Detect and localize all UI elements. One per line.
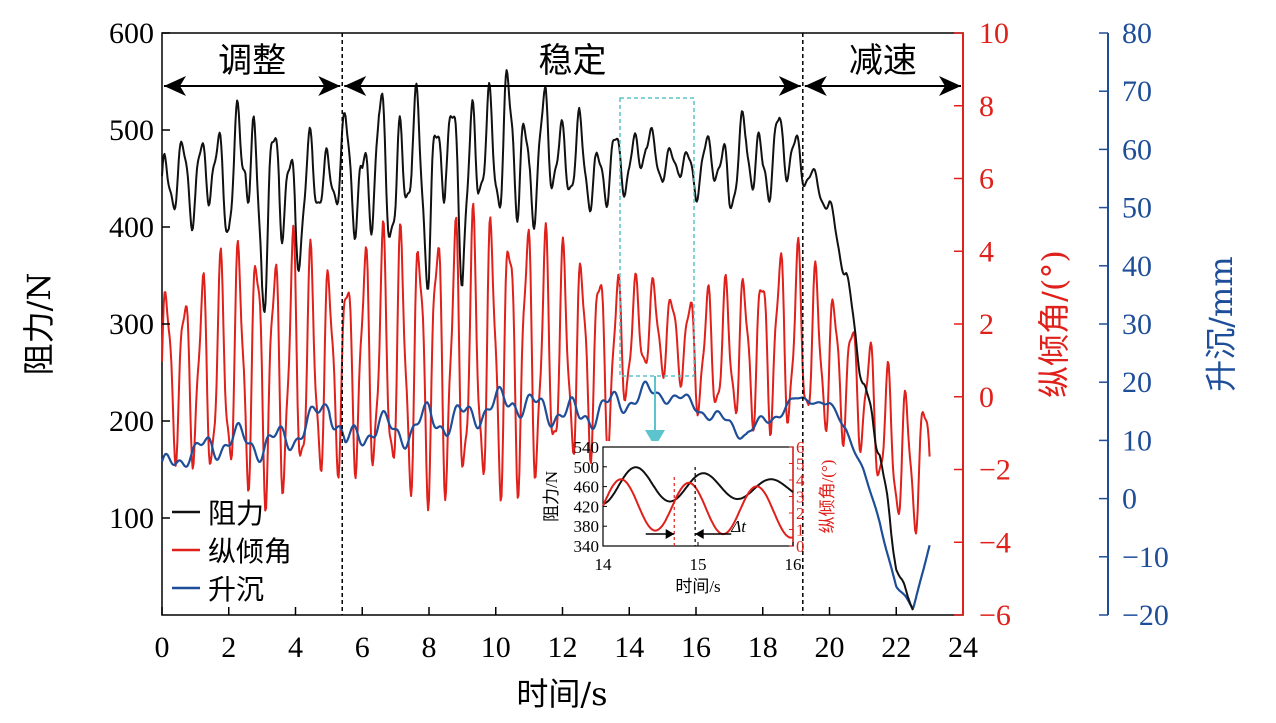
- series-layer: [160, 69, 931, 611]
- x-axis: 0 2 4 6 8 10 12 14 16 18 20 22 24: [155, 607, 978, 664]
- y-right-heave-tick-label: 70: [1122, 75, 1152, 108]
- y-right-heave-tick-label: −10: [1122, 541, 1169, 574]
- phase-label: 稳定: [539, 41, 607, 81]
- y-right-trim-tick-label: 8: [979, 90, 994, 123]
- inset-y-left-tick-label: 380: [574, 517, 600, 536]
- inset-y-left-tick-label: 540: [574, 438, 600, 457]
- y-left-tick-label: 500: [109, 114, 154, 147]
- inset-y-right-tick-label: 4: [796, 471, 805, 490]
- inset-dt-arrow-left-head: [665, 529, 675, 539]
- inset-x-tick-label: 16: [785, 555, 802, 574]
- x-tick-label: 24: [948, 631, 978, 664]
- y-right-trim-tick-label: 10: [979, 17, 1009, 50]
- zoom-arrow-head: [645, 430, 665, 447]
- y-left-tick-label: 400: [109, 211, 154, 244]
- y-right-heave-tick-label: 60: [1122, 133, 1152, 166]
- x-tick-label: 16: [681, 631, 711, 664]
- x-tick-label: 14: [614, 631, 644, 664]
- inset-x-axis-label: 时间/s: [675, 577, 720, 596]
- y-right-heave-tick-label: 30: [1122, 308, 1152, 341]
- phase-arrow-head-right: [318, 76, 341, 96]
- y-right-trim-tick-label: 2: [979, 308, 994, 341]
- phase-arrow-head-left: [344, 76, 367, 96]
- phase-layer: 调整 稳定 减速: [164, 33, 961, 615]
- y-right-trim-tick-label: −4: [979, 526, 1011, 559]
- y-right-trim-tick-label: 0: [979, 381, 994, 414]
- inset-y-right-tick-label: 3: [796, 488, 805, 507]
- inset-x-tick-label: 14: [595, 555, 613, 574]
- resistance-series-line: [161, 69, 914, 611]
- phase-arrow-head-right: [778, 76, 801, 96]
- inset-y-right-tick-label: 5: [796, 455, 805, 474]
- phase-arrow-head-left: [804, 76, 827, 96]
- legend-label: 阻力: [208, 497, 264, 530]
- x-tick-label: 20: [815, 631, 845, 664]
- inset-dt-arrow-right-head: [695, 529, 704, 539]
- phase-arrow-head-right: [939, 76, 961, 96]
- y-axis-left-label: 阻力/N: [20, 273, 58, 376]
- y-left-tick-label: 200: [109, 405, 154, 438]
- phase-arrow-head-left: [164, 76, 186, 96]
- y-axis-right-trim-label: 纵倾角/(°): [1035, 250, 1073, 398]
- inset-y-left-tick-label: 500: [574, 458, 600, 477]
- y-axis-right-heave-label: 升沉/mm: [1202, 256, 1240, 391]
- inset-dt-label: Δt: [730, 517, 747, 536]
- x-tick-label: 22: [881, 631, 911, 664]
- inset-y-left-label: 阻力/N: [542, 471, 561, 522]
- x-tick-label: 2: [221, 631, 236, 664]
- phase-label: 调整: [218, 41, 286, 81]
- inset-y-left-tick-label: 420: [574, 497, 600, 516]
- inset-y-right-tick-label: 6: [796, 438, 805, 457]
- trim-series-line: [161, 202, 931, 535]
- inset-x-tick-label: 15: [690, 555, 707, 574]
- y-right-heave-tick-label: 20: [1122, 366, 1152, 399]
- y-right-trim-tick-label: −6: [979, 599, 1011, 632]
- y-left-tick-label: 100: [109, 502, 154, 535]
- y-left-tick-label: 600: [109, 17, 154, 50]
- y-right-trim-tick-label: 6: [979, 163, 994, 196]
- x-tick-label: 10: [481, 631, 511, 664]
- y-axis-right-trim: −6 −4 −2 0 2 4 6 8 10: [954, 17, 1011, 632]
- x-tick-label: 18: [748, 631, 778, 664]
- y-right-heave-tick-label: 40: [1122, 250, 1152, 283]
- x-axis-label: 时间/s: [516, 675, 607, 713]
- inset-y-right-label: 纵倾角/(°): [818, 460, 837, 534]
- phase-label: 减速: [849, 41, 917, 81]
- inset-resistance-line: [602, 466, 794, 505]
- y-left-tick-label: 300: [109, 308, 154, 341]
- x-tick-label: 4: [288, 631, 303, 664]
- y-axis-right-heave: −20 −10 0 10 20 30 40 50 60 70 80: [1099, 17, 1169, 632]
- y-right-heave-tick-label: 0: [1122, 483, 1137, 516]
- y-right-heave-tick-label: 80: [1122, 17, 1152, 50]
- y-right-trim-tick-label: −2: [979, 454, 1011, 487]
- y-right-trim-tick-label: 4: [979, 235, 994, 268]
- inset-y-left-tick-label: 460: [574, 478, 600, 497]
- y-right-heave-tick-label: 50: [1122, 192, 1152, 225]
- inset-y-right-tick-label: 2: [796, 504, 805, 523]
- legend-label: 升沉: [208, 573, 264, 606]
- inset-trim-line: [602, 478, 794, 539]
- inset-y-right-tick-label: 1: [796, 521, 805, 540]
- x-tick-label: 8: [422, 631, 437, 664]
- y-right-heave-tick-label: −20: [1122, 599, 1169, 632]
- inset-y-left-tick-label: 340: [574, 537, 600, 556]
- x-tick-label: 12: [548, 631, 578, 664]
- y-right-heave-tick-label: 10: [1122, 424, 1152, 457]
- zoom-source-box: [619, 97, 695, 377]
- x-tick-label: 6: [355, 631, 370, 664]
- inset-y-right-tick-label: 0: [796, 537, 805, 556]
- heave-series-line: [160, 380, 931, 610]
- x-tick-label: 0: [155, 631, 170, 664]
- y-axis-left: 100 200 300 400 500 600: [109, 17, 170, 535]
- legend-label: 纵倾角: [208, 535, 292, 568]
